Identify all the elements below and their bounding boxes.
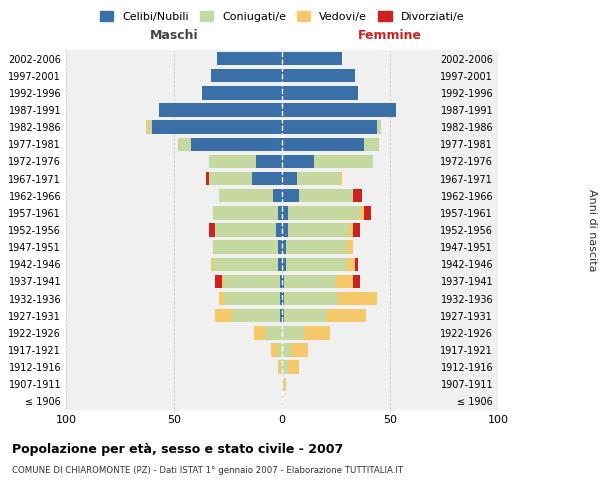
Bar [284, 309, 328, 322]
Bar [338, 292, 377, 306]
Bar [286, 258, 347, 271]
Bar [282, 172, 297, 186]
Bar [215, 224, 275, 236]
Bar [215, 274, 221, 288]
Bar [353, 224, 360, 236]
Bar [282, 189, 299, 202]
Bar [353, 189, 362, 202]
Text: Popolazione per età, sesso e stato civile - 2007: Popolazione per età, sesso e stato civil… [12, 442, 343, 456]
Bar [280, 360, 282, 374]
Bar [299, 189, 353, 202]
Bar [328, 309, 366, 322]
Bar [278, 206, 282, 220]
Bar [220, 292, 224, 306]
Bar [355, 258, 358, 271]
Bar [284, 274, 336, 288]
Bar [282, 138, 364, 151]
Bar [282, 104, 397, 117]
Bar [340, 172, 343, 186]
Bar [282, 274, 284, 288]
Bar [282, 360, 289, 374]
Bar [282, 378, 284, 391]
Bar [364, 206, 371, 220]
Bar [278, 360, 280, 374]
Bar [265, 326, 282, 340]
Bar [278, 344, 282, 356]
Bar [280, 309, 282, 322]
Bar [282, 206, 289, 220]
Bar [213, 206, 278, 220]
Bar [271, 344, 278, 356]
Y-axis label: Fasce di età: Fasce di età [0, 197, 3, 263]
Bar [215, 309, 232, 322]
Bar [274, 189, 282, 202]
Bar [256, 154, 282, 168]
Bar [290, 344, 308, 356]
Bar [209, 154, 256, 168]
Bar [360, 206, 364, 220]
Bar [254, 326, 265, 340]
Bar [289, 206, 360, 220]
Bar [252, 172, 282, 186]
Bar [220, 189, 274, 202]
Text: Anni di nascita: Anni di nascita [587, 188, 597, 271]
Bar [284, 378, 286, 391]
Legend: Celibi/Nubili, Coniugati/e, Vedovi/e, Divorziati/e: Celibi/Nubili, Coniugati/e, Vedovi/e, Di… [95, 7, 469, 26]
Bar [282, 154, 314, 168]
Bar [221, 274, 224, 288]
Bar [289, 360, 299, 374]
Bar [282, 309, 284, 322]
Bar [347, 258, 355, 271]
Bar [364, 138, 379, 151]
Bar [217, 52, 282, 66]
Bar [336, 274, 353, 288]
Bar [191, 138, 282, 151]
Bar [282, 120, 377, 134]
Bar [278, 240, 282, 254]
Bar [282, 258, 286, 271]
Text: COMUNE DI CHIAROMONTE (PZ) - Dati ISTAT 1° gennaio 2007 - Elaborazione TUTTITALI: COMUNE DI CHIAROMONTE (PZ) - Dati ISTAT … [12, 466, 403, 475]
Bar [282, 326, 304, 340]
Bar [347, 240, 353, 254]
Bar [224, 292, 280, 306]
Bar [377, 120, 382, 134]
Bar [213, 258, 278, 271]
Bar [286, 240, 347, 254]
Bar [297, 172, 340, 186]
Text: Femmine: Femmine [358, 30, 422, 43]
Bar [314, 154, 373, 168]
Bar [159, 104, 282, 117]
Bar [282, 240, 286, 254]
Bar [202, 86, 282, 100]
Bar [280, 292, 282, 306]
Bar [211, 258, 213, 271]
Bar [282, 292, 284, 306]
Bar [152, 120, 282, 134]
Bar [282, 86, 358, 100]
Bar [213, 240, 278, 254]
Bar [278, 258, 282, 271]
Bar [209, 224, 215, 236]
Bar [206, 172, 209, 186]
Bar [275, 224, 282, 236]
Bar [282, 52, 343, 66]
Bar [211, 69, 282, 82]
Bar [209, 172, 252, 186]
Bar [284, 292, 338, 306]
Bar [349, 224, 353, 236]
Bar [148, 120, 152, 134]
Bar [282, 344, 290, 356]
Bar [224, 274, 280, 288]
Bar [304, 326, 329, 340]
Bar [282, 224, 289, 236]
Bar [289, 224, 349, 236]
Text: Maschi: Maschi [149, 30, 199, 43]
Bar [232, 309, 280, 322]
Bar [178, 138, 191, 151]
Bar [282, 69, 355, 82]
Bar [353, 274, 360, 288]
Bar [280, 274, 282, 288]
Bar [146, 120, 148, 134]
